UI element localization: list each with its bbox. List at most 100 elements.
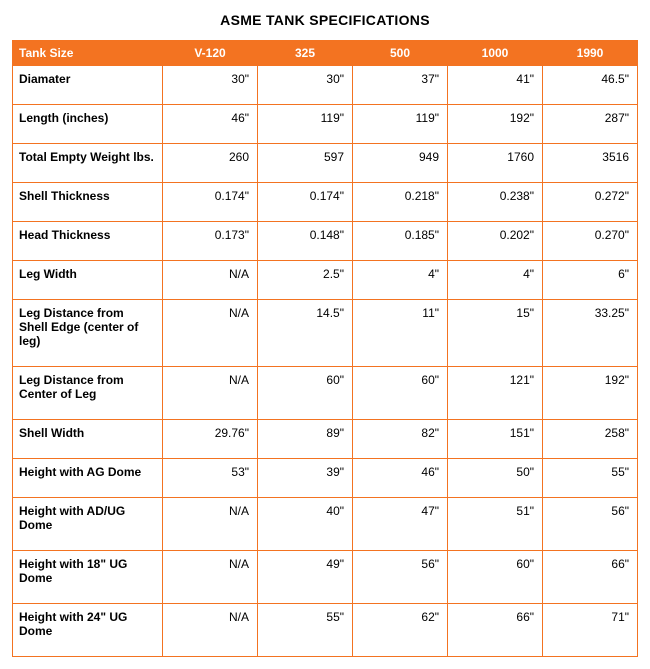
cell-value: 50": [448, 459, 543, 498]
table-row: Leg Distance from Center of LegN/A60"60"…: [13, 367, 638, 420]
cell-value: 287": [543, 105, 638, 144]
cell-value: 40": [258, 498, 353, 551]
col-header: 500: [353, 41, 448, 66]
cell-value: 0.174": [163, 183, 258, 222]
table-body: Diamater30"30"37"41"46.5"Length (inches)…: [13, 66, 638, 657]
cell-value: 66": [543, 551, 638, 604]
row-label: Shell Thickness: [13, 183, 163, 222]
cell-value: 49": [258, 551, 353, 604]
table-row: Leg Distance from Shell Edge (center of …: [13, 300, 638, 367]
cell-value: 11": [353, 300, 448, 367]
row-label: Leg Width: [13, 261, 163, 300]
cell-value: 0.202": [448, 222, 543, 261]
row-label: Height with AD/UG Dome: [13, 498, 163, 551]
cell-value: N/A: [163, 367, 258, 420]
table-row: Leg WidthN/A2.5"4"4"6": [13, 261, 638, 300]
cell-value: 60": [448, 551, 543, 604]
col-header: 325: [258, 41, 353, 66]
cell-value: 14.5": [258, 300, 353, 367]
table-row: Total Empty Weight lbs.26059794917603516: [13, 144, 638, 183]
cell-value: 46": [163, 105, 258, 144]
header-row: Tank Size V-120 325 500 1000 1990: [13, 41, 638, 66]
cell-value: 192": [543, 367, 638, 420]
cell-value: 119": [258, 105, 353, 144]
cell-value: 0.218": [353, 183, 448, 222]
spec-table: Tank Size V-120 325 500 1000 1990 Diamat…: [12, 40, 638, 657]
table-title: ASME TANK SPECIFICATIONS: [12, 12, 638, 28]
cell-value: 60": [353, 367, 448, 420]
cell-value: 0.173": [163, 222, 258, 261]
table-row: Head Thickness0.173"0.148"0.185"0.202"0.…: [13, 222, 638, 261]
cell-value: 55": [258, 604, 353, 657]
cell-value: 55": [543, 459, 638, 498]
cell-value: 949: [353, 144, 448, 183]
cell-value: 0.148": [258, 222, 353, 261]
cell-value: 4": [448, 261, 543, 300]
cell-value: 597: [258, 144, 353, 183]
col-header: V-120: [163, 41, 258, 66]
cell-value: 192": [448, 105, 543, 144]
table-row: Height with AG Dome53"39"46"50"55": [13, 459, 638, 498]
cell-value: 260: [163, 144, 258, 183]
cell-value: 56": [543, 498, 638, 551]
cell-value: 53": [163, 459, 258, 498]
row-label: Height with 24" UG Dome: [13, 604, 163, 657]
cell-value: N/A: [163, 604, 258, 657]
cell-value: 47": [353, 498, 448, 551]
table-row: Height with 18" UG DomeN/A49"56"60"66": [13, 551, 638, 604]
cell-value: 82": [353, 420, 448, 459]
cell-value: N/A: [163, 300, 258, 367]
table-row: Length (inches)46"119"119"192"287": [13, 105, 638, 144]
cell-value: 46": [353, 459, 448, 498]
cell-value: 71": [543, 604, 638, 657]
row-label: Height with AG Dome: [13, 459, 163, 498]
cell-value: N/A: [163, 261, 258, 300]
cell-value: 0.272": [543, 183, 638, 222]
cell-value: 33.25": [543, 300, 638, 367]
cell-value: N/A: [163, 551, 258, 604]
cell-value: 15": [448, 300, 543, 367]
cell-value: N/A: [163, 498, 258, 551]
cell-value: 37": [353, 66, 448, 105]
cell-value: 3516: [543, 144, 638, 183]
cell-value: 46.5": [543, 66, 638, 105]
row-label: Total Empty Weight lbs.: [13, 144, 163, 183]
cell-value: 0.174": [258, 183, 353, 222]
row-label: Length (inches): [13, 105, 163, 144]
table-row: Diamater30"30"37"41"46.5": [13, 66, 638, 105]
table-row: Shell Thickness0.174"0.174"0.218"0.238"0…: [13, 183, 638, 222]
cell-value: 30": [258, 66, 353, 105]
cell-value: 29.76": [163, 420, 258, 459]
col-header: 1000: [448, 41, 543, 66]
table-row: Height with 24" UG DomeN/A55"62"66"71": [13, 604, 638, 657]
cell-value: 6": [543, 261, 638, 300]
cell-value: 151": [448, 420, 543, 459]
row-label: Head Thickness: [13, 222, 163, 261]
col-header: 1990: [543, 41, 638, 66]
cell-value: 0.270": [543, 222, 638, 261]
cell-value: 4": [353, 261, 448, 300]
cell-value: 89": [258, 420, 353, 459]
cell-value: 1760: [448, 144, 543, 183]
cell-value: 39": [258, 459, 353, 498]
cell-value: 0.185": [353, 222, 448, 261]
cell-value: 41": [448, 66, 543, 105]
cell-value: 66": [448, 604, 543, 657]
cell-value: 51": [448, 498, 543, 551]
cell-value: 60": [258, 367, 353, 420]
cell-value: 258": [543, 420, 638, 459]
row-label: Shell Width: [13, 420, 163, 459]
cell-value: 56": [353, 551, 448, 604]
cell-value: 62": [353, 604, 448, 657]
col-header-label: Tank Size: [13, 41, 163, 66]
row-label: Leg Distance from Shell Edge (center of …: [13, 300, 163, 367]
cell-value: 0.238": [448, 183, 543, 222]
cell-value: 121": [448, 367, 543, 420]
row-label: Diamater: [13, 66, 163, 105]
table-row: Height with AD/UG DomeN/A40"47"51"56": [13, 498, 638, 551]
cell-value: 2.5": [258, 261, 353, 300]
row-label: Height with 18" UG Dome: [13, 551, 163, 604]
cell-value: 119": [353, 105, 448, 144]
table-row: Shell Width29.76"89"82"151"258": [13, 420, 638, 459]
cell-value: 30": [163, 66, 258, 105]
